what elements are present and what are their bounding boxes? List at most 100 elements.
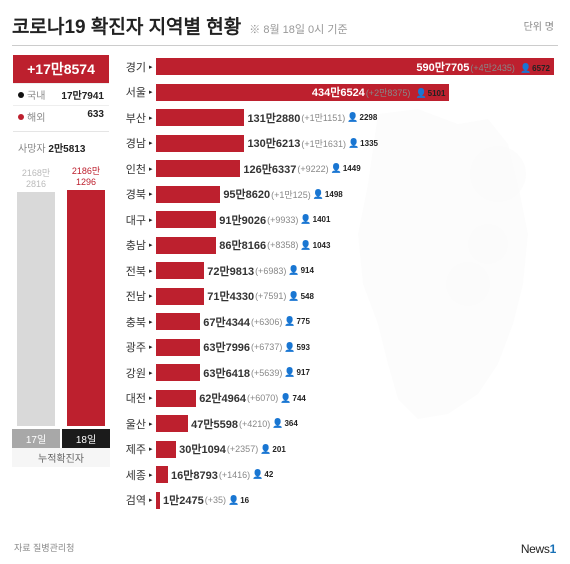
cumulative-column: 2168만2816 17일 (12, 168, 60, 448)
region-row: 전남▸71만4330(+7591) 👤548 (120, 284, 558, 310)
region-row: 대전▸ 62만4964(+6070) 👤744 (120, 386, 558, 412)
brand-one: 1 (550, 542, 556, 556)
region-row: 충북▸67만4344(+6306) 👤775 (120, 309, 558, 335)
cumulative-top-label: 2186만1296 (72, 166, 100, 188)
tick: ▸ (149, 292, 153, 300)
cumulative-chart: 2168만281617일2186만129618일 (12, 208, 110, 448)
region-row: 경기▸ 590만7705(+4만2435) 👤6572 (120, 54, 558, 80)
region-value: 63만7996(+6737) 👤593 (200, 339, 310, 356)
tick: ▸ (149, 394, 153, 402)
daily-summary-box: +17만8574 국내 17만7941 해외 633 사망자 2만5813 (12, 54, 110, 158)
region-value: 590만7705(+4만2435) 👤6572 (416, 59, 550, 75)
region-name: 충남 (120, 237, 146, 253)
region-row: 인천▸ 126만6337(+9222) 👤1449 (120, 156, 558, 182)
brand-text: News (521, 542, 550, 556)
region-bar (156, 109, 244, 126)
region-value: 126만6337(+9222) 👤1449 (240, 160, 360, 177)
region-row: 광주▸ 63만7996(+6737) 👤593 (120, 335, 558, 361)
region-row: 부산▸131만2880(+1만1151) 👤2298 (120, 105, 558, 131)
region-row: 제주▸ 30만1094(+2357) 👤201 (120, 437, 558, 463)
page-title: 코로나19 확진자 지역별 현황 (12, 12, 241, 39)
region-row: 충남▸86만8166(+8358) 👤1043 (120, 233, 558, 259)
region-bar (156, 288, 204, 305)
region-value: 1만2475(+35) 👤16 (160, 492, 249, 509)
region-name: 대구 (120, 212, 146, 228)
region-value: 91만9026(+9933) 👤1401 (216, 211, 330, 228)
region-row: 울산▸47만5598(+4210) 👤364 (120, 411, 558, 437)
region-bar (156, 211, 216, 228)
tick: ▸ (149, 267, 153, 275)
tick: ▸ (149, 139, 153, 147)
cumulative-top-label: 2168만2816 (22, 168, 50, 190)
tick: ▸ (149, 241, 153, 249)
region-name: 강원 (120, 365, 146, 381)
region-bar (156, 339, 200, 356)
tick: ▸ (149, 420, 153, 428)
region-bar: 434만6524(+2만8375) 👤5101 (156, 84, 449, 101)
region-bar (156, 262, 204, 279)
tick: ▸ (149, 445, 153, 453)
region-bar (156, 415, 188, 432)
dot-icon (18, 92, 24, 98)
region-bar (156, 135, 244, 152)
region-bar (156, 466, 168, 483)
daily-overseas-row: 해외 633 (13, 105, 109, 127)
region-name: 경남 (120, 135, 146, 151)
region-value: 95만8620(+1만125) 👤1498 (220, 186, 342, 203)
region-bar: 590만7705(+4만2435) 👤6572 (156, 58, 554, 75)
tick: ▸ (149, 496, 153, 504)
region-value: 71만4330(+7591) 👤548 (204, 288, 314, 305)
region-name: 경기 (120, 59, 146, 75)
region-value: 63만6418(+5639) 👤917 (200, 364, 310, 381)
divider (13, 131, 109, 132)
cumulative-bar (17, 192, 55, 426)
region-name: 경북 (120, 186, 146, 202)
region-name: 인천 (120, 161, 146, 177)
tick: ▸ (149, 114, 153, 122)
tick: ▸ (149, 63, 153, 71)
tick: ▸ (149, 216, 153, 224)
region-value: 16만8793(+1416) 👤42 (168, 466, 273, 483)
region-value: 62만4964(+6070) 👤744 (196, 390, 306, 407)
region-row: 전북▸ 72만9813(+6983) 👤914 (120, 258, 558, 284)
region-value: 130만6213(+1만1631) 👤1335 (244, 135, 378, 152)
divider (12, 45, 558, 46)
source-footer: 자료 질병관리청 (14, 541, 74, 554)
region-name: 광주 (120, 339, 146, 355)
tick: ▸ (149, 88, 153, 96)
daily-domestic-row: 국내 17만7941 (13, 83, 109, 105)
region-row: 경남▸ 130만6213(+1만1631) 👤1335 (120, 131, 558, 157)
region-name: 세종 (120, 467, 146, 483)
dot-icon (18, 114, 24, 120)
tick: ▸ (149, 165, 153, 173)
cumulative-date-label: 17일 (12, 429, 60, 448)
cumulative-date-label: 18일 (62, 429, 110, 448)
region-bar (156, 364, 200, 381)
cumulative-caption: 누적확진자 (12, 448, 110, 467)
tick: ▸ (149, 369, 153, 377)
daily-domestic-value: 17만7941 (61, 87, 104, 102)
region-name: 대전 (120, 390, 146, 406)
daily-new-count: +17만8574 (13, 55, 109, 83)
region-name: 제주 (120, 441, 146, 457)
deaths-label: 사망자 (18, 144, 46, 155)
region-value: 67만4344(+6306) 👤775 (200, 313, 310, 330)
region-name: 서울 (120, 84, 146, 100)
cumulative-bar (67, 190, 105, 426)
region-name: 충북 (120, 314, 146, 330)
region-row: 서울▸434만6524(+2만8375) 👤5101 (120, 80, 558, 106)
region-bar (156, 160, 240, 177)
region-value: 72만9813(+6983) 👤914 (204, 262, 314, 279)
tick: ▸ (149, 343, 153, 351)
tick: ▸ (149, 471, 153, 479)
region-bar (156, 390, 196, 407)
region-row: 경북▸95만8620(+1만125) 👤1498 (120, 182, 558, 208)
region-name: 전북 (120, 263, 146, 279)
unit-label: 단위 명 (524, 18, 554, 33)
region-name: 검역 (120, 492, 146, 508)
region-value: 30만1094(+2357) 👤201 (176, 441, 286, 458)
region-value: 131만2880(+1만1151) 👤2298 (244, 109, 377, 126)
daily-domestic-label: 국내 (27, 87, 45, 102)
region-row: 세종▸ 16만8793(+1416) 👤42 (120, 462, 558, 488)
as-of-note: ※ 8월 18일 0시 기준 (249, 21, 347, 37)
